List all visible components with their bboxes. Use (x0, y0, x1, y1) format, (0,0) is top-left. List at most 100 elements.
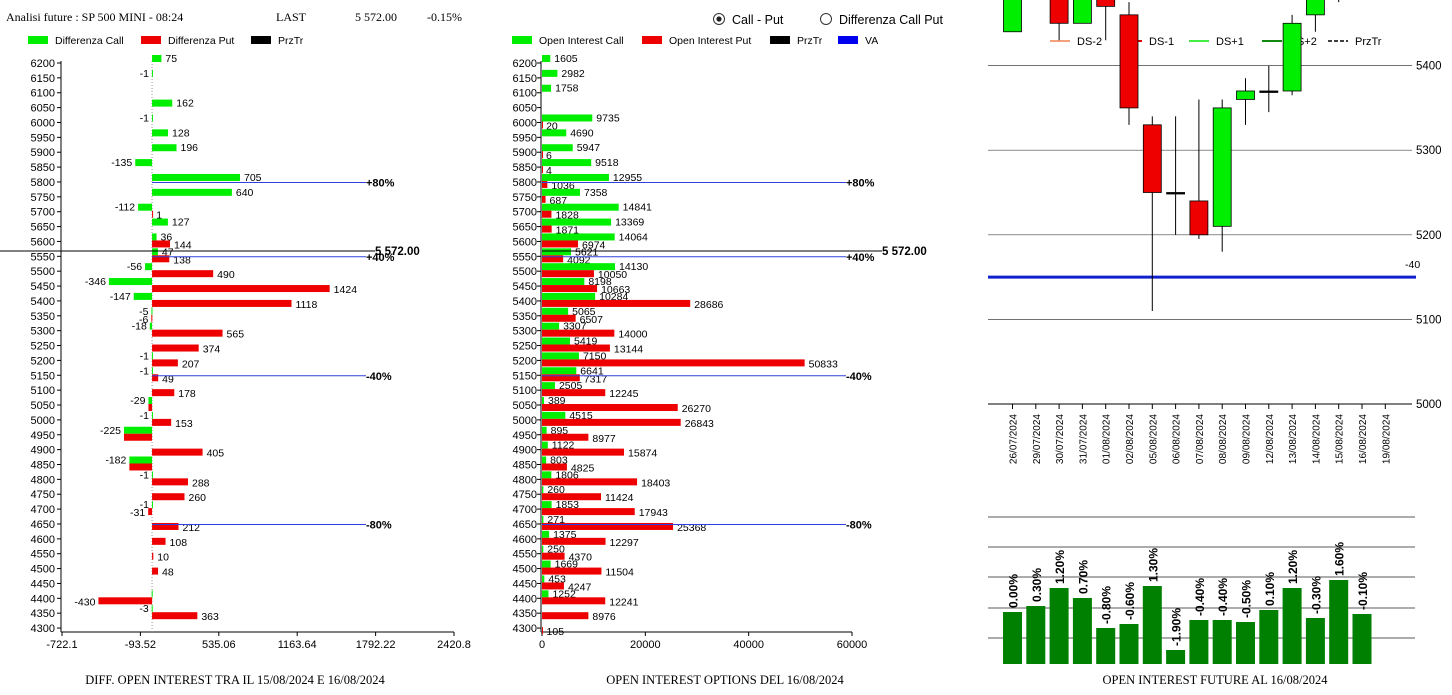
call-diff-label: 196 (181, 142, 199, 154)
put-diff-bar (152, 359, 178, 367)
x-tick-label: 1163.64 (278, 639, 317, 651)
candle-body (1282, 22, 1302, 92)
y-tick-label: 5850 (31, 162, 55, 174)
x-tick-label: 29/07/2024 (1032, 414, 1043, 464)
call-diff-label: -346 (85, 276, 106, 288)
radio-diff-label[interactable]: Differenza Call Put (839, 13, 944, 27)
call-diff-bar (152, 144, 177, 152)
put-oi-bar (542, 299, 691, 307)
change-bar (1003, 612, 1022, 664)
call-diff-bar (152, 248, 158, 256)
y-tick-label: 6200 (31, 58, 55, 70)
y-tick-label: 5350 (31, 311, 55, 323)
call-oi-bar (542, 397, 545, 405)
y-tick-label: 5500 (31, 266, 55, 278)
put-oi-bar (542, 359, 805, 367)
put-oi-bar (542, 582, 564, 590)
call-diff-bar (151, 367, 153, 375)
y-tick-label: 4950 (513, 430, 537, 442)
call-diff-label: -1 (140, 68, 149, 80)
y-tick-label: 4950 (31, 430, 55, 442)
call-diff-label: 640 (236, 187, 254, 199)
y-tick-label: 5200 (513, 355, 537, 367)
y-tick-label: 5700 (513, 207, 537, 219)
call-oi-label: 9518 (595, 157, 619, 169)
y-tick-label: 5950 (513, 132, 537, 144)
x-tick-label: 19/08/2024 (1381, 414, 1392, 464)
change-bar (1352, 614, 1372, 664)
put-diff-label: 153 (175, 418, 193, 430)
level-label: +80% (366, 177, 395, 189)
put-oi-label: 8976 (592, 611, 616, 623)
y-tick-label: 5650 (31, 222, 55, 234)
x-tick-label: 13/08/2024 (1288, 414, 1299, 464)
change-label: -0.50% (1240, 580, 1254, 618)
put-oi-label: 10663 (601, 284, 630, 296)
call-oi-bar (542, 114, 593, 122)
y-tick-label: 5450 (513, 281, 537, 293)
legend-label: PrzTr (278, 35, 304, 47)
change-label: 1.30% (1146, 548, 1160, 582)
legend-label: PrzTr (797, 35, 823, 47)
app-title: Analisi future : SP 500 MINI - 08:24 (6, 10, 183, 24)
call-oi-bar (542, 382, 555, 390)
call-oi-bar (542, 411, 566, 419)
put-oi-bar (542, 344, 610, 352)
put-diff-label: -430 (74, 596, 95, 608)
call-diff-bar (152, 188, 232, 196)
call-oi-bar (542, 575, 545, 583)
y-tick-label: 4550 (31, 549, 55, 561)
call-oi-bar (542, 292, 596, 300)
y-tick-label: 5000 (31, 415, 55, 427)
call-diff-bar (129, 456, 153, 464)
radio-diff[interactable] (820, 13, 832, 25)
put-diff-bar (152, 478, 188, 486)
put-diff-label: 1 (156, 210, 162, 222)
put-oi-bar (542, 404, 678, 412)
put-oi-label: 10050 (598, 269, 627, 281)
change-label: 0.70% (1076, 560, 1090, 594)
call-oi-bar (542, 367, 577, 375)
y-tick-label: 5850 (513, 162, 537, 174)
y-tick-label: 5400 (1416, 61, 1442, 73)
call-oi-label: 5947 (577, 142, 601, 154)
y-tick-label: 5900 (513, 147, 537, 159)
call-diff-label: -1 (140, 469, 149, 481)
y-tick-label: 4650 (513, 519, 537, 531)
legend-label: DS+1 (1216, 36, 1244, 48)
level-label: +40% (366, 252, 395, 264)
put-oi-bar (542, 166, 543, 174)
change-label: -0.60% (1123, 582, 1137, 620)
y-tick-label: 4500 (31, 564, 55, 576)
put-oi-bar (542, 314, 576, 322)
call-oi-bar (542, 322, 560, 330)
y-tick-label: 6000 (513, 117, 537, 129)
change-bar (1305, 618, 1325, 664)
candle-body (1212, 107, 1232, 227)
y-tick-label: 6150 (513, 73, 537, 85)
call-oi-label: 12955 (613, 172, 642, 184)
put-diff-label: 490 (217, 269, 235, 281)
put-oi-label: 105 (547, 626, 565, 638)
radio-call-put-label[interactable]: Call - Put (732, 13, 784, 27)
call-oi-bar (542, 560, 551, 568)
put-oi-label: 17943 (639, 507, 668, 519)
last-value: 5 572.00 (355, 10, 397, 24)
y-tick-label: 5100 (31, 385, 55, 397)
change-label: -0.10% (1356, 572, 1370, 610)
legend-swatch-3 (838, 36, 858, 44)
y-tick-label: 4900 (31, 445, 55, 457)
call-oi-bar (542, 55, 551, 62)
y-tick-label: 4850 (513, 459, 537, 471)
level-label: -40% (846, 371, 872, 383)
change-label: 1.20% (1053, 550, 1067, 584)
call-diff-label: 36 (161, 231, 173, 243)
call-oi-bar (542, 456, 547, 464)
call-oi-bar (542, 69, 558, 77)
change-bar (1026, 606, 1046, 664)
put-oi-label: 28686 (694, 299, 723, 311)
call-oi-bar (542, 248, 572, 256)
change-label: 0.30% (1030, 568, 1044, 602)
call-oi-bar (542, 515, 544, 523)
